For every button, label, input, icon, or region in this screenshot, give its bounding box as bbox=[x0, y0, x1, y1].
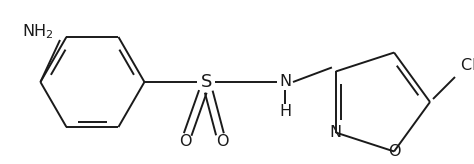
Text: O: O bbox=[216, 134, 228, 150]
Text: CH$_3$: CH$_3$ bbox=[460, 57, 474, 75]
Text: O: O bbox=[388, 144, 401, 159]
Text: N: N bbox=[279, 74, 291, 90]
Text: O: O bbox=[179, 134, 191, 150]
Text: N: N bbox=[330, 125, 342, 140]
Text: S: S bbox=[201, 73, 212, 91]
Text: H: H bbox=[279, 104, 291, 120]
Text: NH$_2$: NH$_2$ bbox=[22, 23, 54, 41]
